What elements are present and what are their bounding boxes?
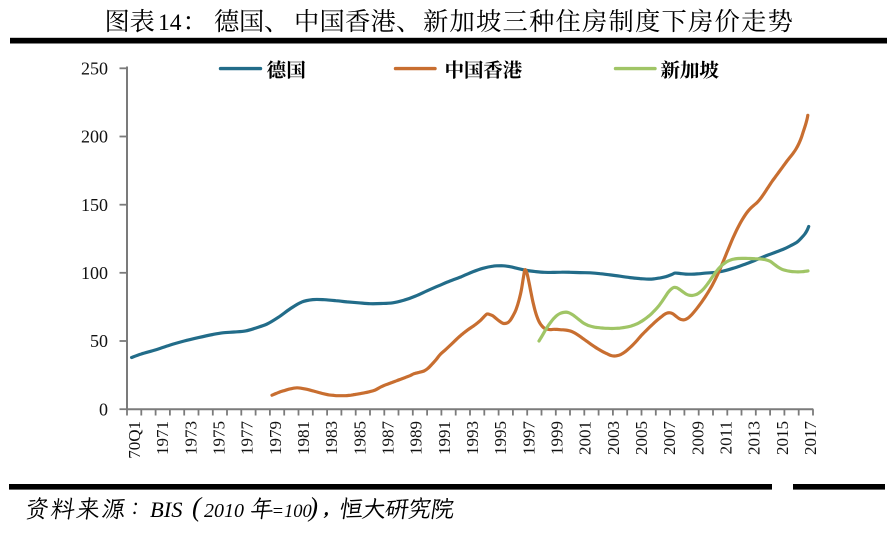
svg-text:1979: 1979 xyxy=(266,421,285,455)
svg-text:1985: 1985 xyxy=(350,421,369,455)
svg-text:1975: 1975 xyxy=(210,421,229,455)
svg-text:1991: 1991 xyxy=(435,421,454,455)
svg-text:(: ( xyxy=(192,492,203,522)
svg-text:1971: 1971 xyxy=(153,421,172,455)
svg-text:=100: =100 xyxy=(272,502,313,522)
svg-text:2003: 2003 xyxy=(604,421,623,455)
svg-text:50: 50 xyxy=(90,331,108,351)
svg-text:1989: 1989 xyxy=(407,421,426,455)
svg-text:2009: 2009 xyxy=(688,421,707,455)
svg-text:0: 0 xyxy=(99,399,108,419)
svg-text:2005: 2005 xyxy=(632,421,651,455)
svg-text:1997: 1997 xyxy=(519,421,538,456)
svg-text:100: 100 xyxy=(81,263,108,283)
svg-text:150: 150 xyxy=(81,195,108,215)
svg-text:2015: 2015 xyxy=(773,421,792,455)
svg-text:1977: 1977 xyxy=(238,421,257,456)
svg-text:1987: 1987 xyxy=(379,421,398,456)
svg-text:2007: 2007 xyxy=(660,421,679,456)
svg-text:2017: 2017 xyxy=(801,421,820,456)
svg-text:14: 14 xyxy=(158,10,182,36)
svg-text:1981: 1981 xyxy=(294,421,313,455)
svg-text:1973: 1973 xyxy=(181,421,200,455)
svg-text:2001: 2001 xyxy=(576,421,595,455)
svg-text:BIS: BIS xyxy=(150,497,183,522)
svg-text:2013: 2013 xyxy=(745,421,764,455)
svg-text:2010: 2010 xyxy=(204,500,244,522)
svg-text:1993: 1993 xyxy=(463,421,482,455)
svg-text:1995: 1995 xyxy=(491,421,510,455)
svg-text:2011: 2011 xyxy=(717,421,736,454)
svg-text:70Q1: 70Q1 xyxy=(125,421,144,459)
svg-text:): ) xyxy=(307,492,318,522)
svg-text:250: 250 xyxy=(81,59,108,79)
svg-text:1983: 1983 xyxy=(322,421,341,455)
svg-text:1999: 1999 xyxy=(548,421,567,455)
svg-text:200: 200 xyxy=(81,127,108,147)
